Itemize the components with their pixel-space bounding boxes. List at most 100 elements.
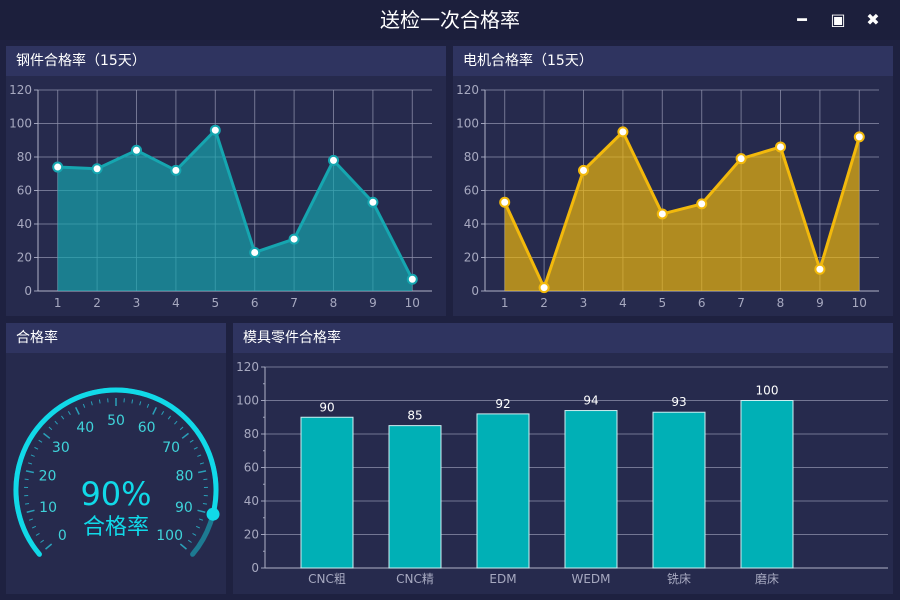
x-tick-label: 磨床 — [755, 572, 779, 586]
gauge-tick — [26, 509, 35, 513]
gauge-scale-label: 20 — [39, 468, 57, 484]
x-tick-label: 6 — [698, 296, 706, 310]
x-tick-label: 8 — [330, 296, 338, 310]
y-tick-label: 40 — [17, 217, 32, 231]
x-tick-label: 7 — [737, 296, 745, 310]
gauge-tick — [38, 439, 43, 443]
motor-point — [696, 198, 708, 210]
gauge-tick — [152, 406, 158, 415]
gauge-tick — [189, 439, 194, 443]
gauge-tick — [32, 525, 37, 529]
bar-value-label: 92 — [495, 397, 510, 411]
bar — [740, 400, 794, 569]
mold-panel-title: 模具零件合格率 — [233, 323, 893, 353]
gauge-tick — [174, 420, 178, 425]
gauge-tick — [197, 454, 202, 457]
gauge-tick — [139, 401, 142, 406]
y-tick-label: 60 — [244, 461, 259, 475]
gauge-panel-title: 合格率 — [6, 323, 226, 353]
x-tick-label: CNC精 — [396, 572, 434, 586]
gauge-tick — [74, 406, 80, 415]
y-tick-label: 0 — [471, 284, 479, 298]
maximize-icon[interactable]: ▣ — [830, 10, 846, 29]
x-tick-label: 4 — [172, 296, 180, 310]
pass-rate-gauge: 010 20 30 40 50 60 70 80 90 100 90%合格率 — [13, 387, 220, 557]
x-tick-label: CNC粗 — [308, 572, 346, 586]
steel-panel-title: 钢件合格率（15天） — [6, 46, 446, 76]
x-tick-label: 铣床 — [667, 572, 691, 586]
x-tick-label: 10 — [405, 296, 420, 310]
y-tick-label: 120 — [9, 83, 32, 97]
steel-panel: 钢件合格率（15天） 0 20 40 60 80 100 120 1 2 3 4 5 6 7 8 9 10 — [6, 46, 446, 316]
y-tick-label: 100 — [9, 117, 32, 131]
mold-panel: 模具零件合格率 0 20 40 60 80 100 120 90 CNC粗 85 CNC精 92 EDM… — [233, 323, 893, 594]
y-tick-label: 40 — [244, 494, 259, 508]
x-tick-label: 9 — [816, 296, 824, 310]
x-tick-label: 2 — [93, 296, 101, 310]
bar-value-label: 100 — [756, 384, 779, 398]
bar — [564, 410, 618, 569]
bar-value-label: 94 — [583, 394, 598, 408]
steel-area — [57, 130, 413, 291]
y-tick-label: 120 — [236, 360, 259, 374]
x-tick-label: 2 — [540, 296, 548, 310]
gauge-tick — [193, 446, 198, 450]
y-tick-label: 80 — [464, 150, 479, 164]
motor-point — [538, 282, 550, 294]
motor-point — [853, 131, 865, 143]
gauge-scale-label: 60 — [138, 420, 156, 436]
gauge-tick — [45, 543, 53, 550]
gauge-scale-label: 80 — [176, 468, 194, 484]
gauge-tick — [167, 415, 171, 420]
x-tick-label: WEDM — [571, 572, 610, 586]
bar-value-label: 93 — [671, 395, 686, 409]
app-title: 送检一次合格率 — [380, 8, 520, 32]
gauge-tick — [199, 462, 205, 465]
gauge-scale-label: 50 — [107, 413, 125, 429]
y-tick-label: 80 — [244, 427, 259, 441]
gauge-scale-label: 30 — [52, 440, 70, 456]
x-tick-label: 7 — [290, 296, 298, 310]
gauge-tick — [40, 539, 45, 543]
gauge-tick — [181, 432, 189, 439]
x-tick-label: 10 — [852, 296, 867, 310]
gauge-tick — [195, 525, 200, 529]
bar — [388, 425, 442, 569]
x-tick-label: 9 — [369, 296, 377, 310]
gauge-tick — [27, 462, 33, 465]
motor-line — [503, 130, 861, 290]
gauge-tick — [146, 403, 150, 408]
x-tick-label: 5 — [658, 296, 666, 310]
y-tick-label: 60 — [464, 184, 479, 198]
motor-point — [499, 196, 511, 208]
gauge-value: 90% — [80, 475, 151, 513]
motor-panel-title: 电机合格率（15天） — [453, 46, 893, 76]
motor-pass-rate-chart: 0 20 40 60 80 100 120 1 2 3 4 5 6 7 8 9 10 — [456, 83, 879, 310]
motor-area — [504, 131, 860, 291]
gauge-scale-label: 10 — [39, 500, 57, 516]
steel-point — [209, 124, 221, 136]
gauge-tick — [131, 399, 134, 404]
gauge-tick — [28, 518, 34, 521]
gauge-tick — [43, 432, 51, 439]
gauge-tick — [161, 411, 165, 415]
gauge-tick — [179, 426, 184, 431]
gauge-tick — [198, 470, 207, 474]
gauge-scale-label: 70 — [162, 440, 180, 456]
gauge-tick — [35, 533, 40, 536]
gauge-tick — [25, 470, 34, 474]
bar — [300, 416, 354, 569]
gauge-tick — [187, 539, 192, 543]
gauge-value-arc — [13, 387, 219, 557]
y-tick-label: 80 — [17, 150, 32, 164]
gauge-panel: 合格率 0 10 20 30 40 50 60 70 80 90 100 90% 合格率 — [6, 323, 226, 594]
close-icon[interactable]: ✖ — [866, 10, 880, 29]
x-tick-label: 6 — [251, 296, 259, 310]
motor-point — [735, 153, 747, 165]
steel-point — [367, 196, 379, 208]
steel-point — [328, 154, 339, 166]
y-tick-label: 60 — [17, 184, 32, 198]
minimize-icon[interactable]: ━ — [797, 10, 807, 29]
gauge-label: 合格率 — [83, 515, 149, 540]
y-tick-label: 0 — [251, 561, 259, 575]
